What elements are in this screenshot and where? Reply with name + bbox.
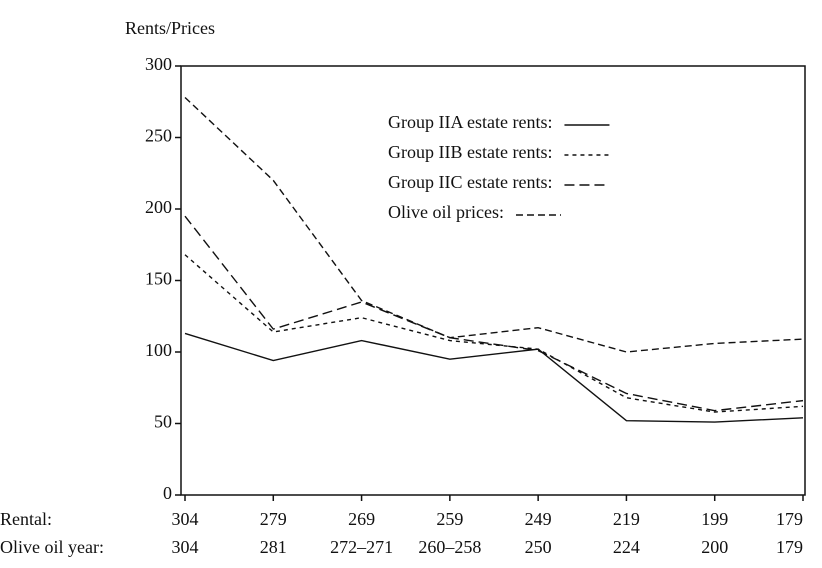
x-tick-label: 179: [776, 537, 803, 557]
x-tick-label: 219: [613, 509, 640, 529]
x-tick-label: 179: [776, 509, 803, 529]
x-tick-label: 279: [260, 509, 287, 529]
x-tick-label: 260–258: [418, 537, 481, 557]
x-tick-label: 200: [701, 537, 728, 557]
legend-label: Group IIC estate rents:: [388, 172, 552, 192]
x-tick-label: 281: [260, 537, 287, 557]
x-tick-label: 249: [525, 509, 552, 529]
x-tick-label: 250: [525, 537, 552, 557]
series-line: [184, 332, 804, 423]
series-line: [184, 215, 804, 412]
series-line: [184, 96, 804, 353]
y-tick-label: 0: [163, 483, 172, 503]
y-axis-label: Rents/Prices: [125, 18, 215, 38]
y-tick-label: 300: [145, 54, 172, 74]
series-line: [184, 254, 804, 413]
y-tick-label: 200: [145, 197, 172, 217]
x-tick-label: 259: [436, 509, 463, 529]
x-tick-label: 272–271: [330, 537, 393, 557]
legend-label: Group IIB estate rents:: [388, 142, 552, 162]
legend-label: Group IIA estate rents:: [388, 112, 552, 132]
legend-label: Olive oil prices:: [388, 202, 504, 222]
y-tick-label: 100: [145, 340, 172, 360]
x-row-name: Olive oil year:: [0, 537, 104, 557]
y-tick-label: 50: [154, 412, 172, 432]
x-tick-label: 304: [172, 509, 199, 529]
x-tick-label: 199: [701, 509, 728, 529]
x-tick-label: 224: [613, 537, 640, 557]
y-tick-label: 250: [145, 126, 172, 146]
x-row-name: Rental:: [0, 509, 52, 529]
x-tick-label: 269: [348, 509, 375, 529]
y-tick-label: 150: [145, 269, 172, 289]
x-tick-label: 304: [172, 537, 199, 557]
